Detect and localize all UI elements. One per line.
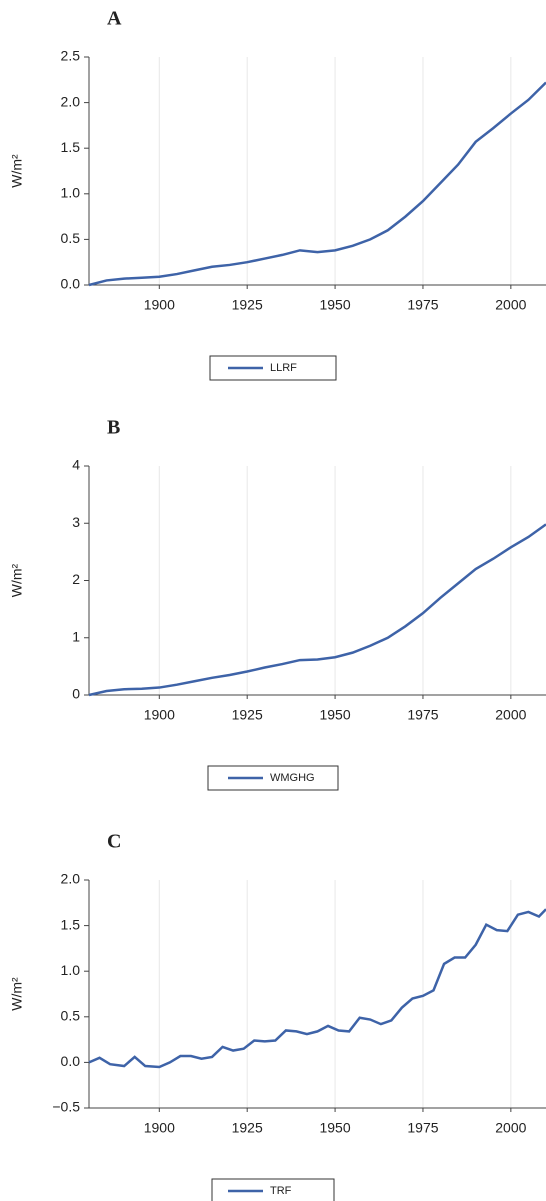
y-tick-label: 0.0 [61,276,81,292]
y-axis-label: W/m² [9,563,25,597]
y-tick-label: 0.5 [61,230,81,246]
y-tick-label: 1.5 [61,139,81,155]
y-tick-label: 2 [72,571,80,587]
legend-box [211,1178,335,1201]
y-tick-label: 0.0 [61,1053,81,1069]
x-tick-label: 1950 [319,707,350,723]
x-tick-label: 2000 [495,297,526,313]
x-tick-label: 2000 [495,707,526,723]
x-tick-label: 1925 [232,1120,263,1136]
x-tick-label: 1900 [144,707,175,723]
y-tick-label: 0 [72,686,80,702]
line-series [88,908,546,1069]
line-series [88,523,546,697]
y-tick-label: 1.0 [61,962,81,978]
y-tick-label: 1 [72,628,80,644]
y-tick-label: 1.0 [61,185,81,201]
x-tick-label: 1925 [232,707,263,723]
line-series [88,81,546,287]
x-tick-label: 2000 [495,1120,526,1136]
y-tick-label: 2.0 [61,93,81,109]
y-tick-label: −0.5 [52,1099,80,1115]
y-tick-label: 0.5 [61,1008,81,1024]
legend-label: LLRF [270,362,297,374]
x-tick-label: 1925 [232,297,263,313]
y-tick-label: 2.0 [61,871,81,887]
legend-label: WMGHG [270,772,315,784]
legend-box [209,355,337,381]
x-tick-label: 1975 [407,1120,438,1136]
legend-label: TRF [270,1185,292,1197]
x-tick-label: 1975 [407,707,438,723]
panel-label: C [107,831,121,853]
panel-label: A [107,8,122,30]
x-tick-label: 1950 [319,297,350,313]
x-tick-label: 1950 [319,1120,350,1136]
y-tick-label: 1.5 [61,916,81,932]
y-tick-label: 2.5 [61,48,81,64]
x-tick-label: 1900 [144,297,175,313]
panel-label: B [107,417,120,439]
y-axis-label: W/m² [9,977,25,1011]
x-tick-label: 1975 [407,297,438,313]
y-tick-label: 4 [72,457,80,473]
x-tick-label: 1900 [144,1120,175,1136]
y-tick-label: 3 [72,514,80,530]
y-axis-label: W/m² [9,154,25,188]
